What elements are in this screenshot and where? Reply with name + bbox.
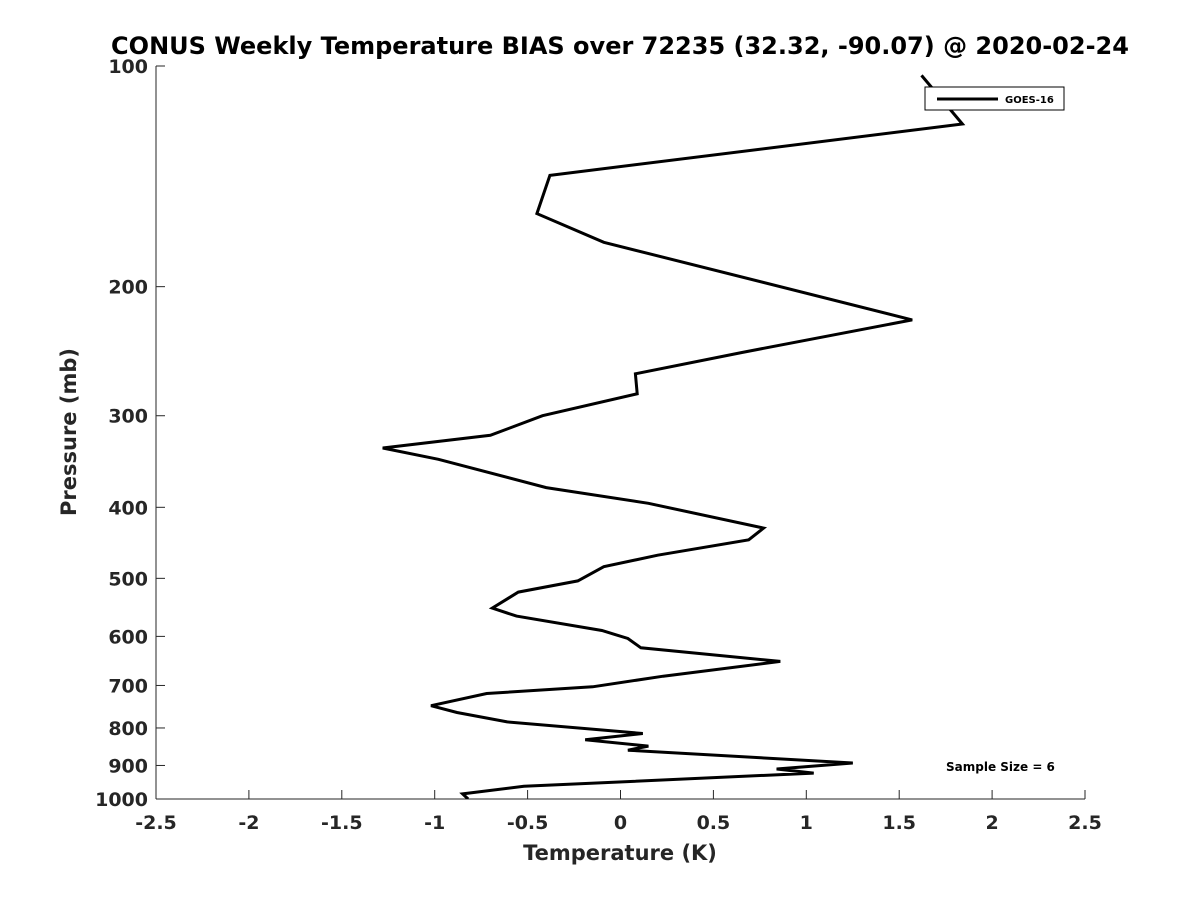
x-tick-label: 2 bbox=[985, 812, 998, 834]
x-tick-label: 0.5 bbox=[697, 812, 731, 834]
x-tick-label: -1.5 bbox=[321, 812, 363, 834]
x-tick-label: -0.5 bbox=[507, 812, 549, 834]
x-tick-label: -2.5 bbox=[135, 812, 177, 834]
x-axis-label: Temperature (K) bbox=[523, 841, 717, 865]
y-tick-label: 300 bbox=[108, 406, 148, 428]
legend: GOES-16 bbox=[924, 86, 1065, 111]
y-tick-label: 400 bbox=[108, 497, 148, 519]
y-tick-label: 500 bbox=[108, 568, 148, 590]
x-ticks: -2.5 -2 -1.5 -1 -0.5 0 0.5 1 1.5 2 2.5 bbox=[135, 790, 1102, 834]
y-axis-label: Pressure (mb) bbox=[57, 348, 81, 516]
y-ticks: 100 200 300 400 500 600 700 800 900 1000 bbox=[95, 56, 165, 811]
chart-title: CONUS Weekly Temperature BIAS over 72235… bbox=[111, 32, 1129, 60]
x-tick-label: 1 bbox=[800, 812, 813, 834]
x-tick-label: 2.5 bbox=[1068, 812, 1102, 834]
y-tick-label: 800 bbox=[108, 718, 148, 740]
y-tick-label: 600 bbox=[108, 626, 148, 648]
x-tick-label: 1.5 bbox=[882, 812, 916, 834]
x-tick-label: 0 bbox=[614, 812, 627, 834]
y-tick-label: 900 bbox=[108, 755, 148, 777]
x-tick-label: -1 bbox=[424, 812, 445, 834]
series-line-goes-16 bbox=[382, 74, 966, 799]
axes bbox=[155, 66, 1085, 800]
sample-size-annotation: Sample Size = 6 bbox=[946, 760, 1055, 774]
legend-label-goes-16: GOES-16 bbox=[1005, 95, 1054, 106]
y-tick-label: 1000 bbox=[95, 789, 148, 811]
x-tick-label: -2 bbox=[238, 812, 259, 834]
y-tick-label: 700 bbox=[108, 675, 148, 697]
y-tick-label: 100 bbox=[108, 56, 148, 78]
y-tick-label: 200 bbox=[108, 277, 148, 299]
